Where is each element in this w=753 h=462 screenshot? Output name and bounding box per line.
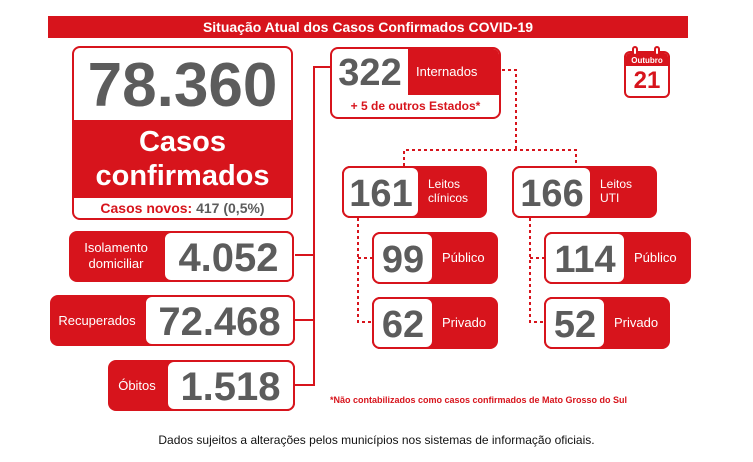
isolation-value: 4.052: [163, 231, 294, 282]
icu-beds-value: 166: [512, 166, 592, 218]
disclaimer: Dados sujeitos a alterações pelos municí…: [158, 433, 595, 447]
icu-label-line1: Leitos: [600, 177, 633, 191]
clinical-label-line1: Leitos: [428, 177, 461, 191]
other-states-note: + 5 de outros Estados*: [350, 99, 481, 113]
calendar-icon: Outubro 21: [624, 46, 670, 98]
confirmed-cases-card: 78.360 Casos confirmados Casos novos: 41…: [72, 46, 293, 220]
deaths-card: Óbitos 1.518: [108, 360, 295, 411]
calendar-ring-left: [632, 46, 638, 56]
new-cases-row: Casos novos: 417 (0,5%): [74, 198, 291, 218]
clinical-label-line2: clínicos: [428, 191, 469, 205]
icu-public-card: 114 Público: [544, 232, 691, 284]
hospitalized-card: 322 Internados + 5 de outros Estados*: [330, 47, 501, 119]
new-cases-value: 417 (0,5%): [196, 200, 265, 216]
clinical-public-value: 99: [372, 232, 434, 284]
new-cases-label: Casos novos:: [100, 200, 193, 216]
clinical-public-label: Público: [442, 250, 485, 265]
isolation-label: Isolamento domiciliar: [69, 240, 163, 272]
icu-beds-label: Leitos UTI: [600, 177, 632, 205]
clinical-private-label: Privado: [442, 315, 487, 330]
calendar-month: Outubro: [626, 53, 668, 66]
footnote: *Não contabilizados como casos confirmad…: [330, 395, 628, 405]
icu-public-value: 114: [544, 232, 626, 284]
icu-public-label: Público: [634, 250, 677, 265]
deaths-value: 1.518: [166, 360, 295, 411]
header-title: Situação Atual dos Casos Confirmados COV…: [202, 19, 534, 35]
hospitalized-value: 322: [338, 52, 402, 94]
clinical-beds-label: Leitos clínicos: [428, 177, 468, 205]
recovered-label: Recuperados: [58, 313, 136, 328]
confirmed-label-line2: confirmados: [95, 160, 270, 192]
clinical-beds-value: 161: [342, 166, 420, 218]
confirmed-cases-label: Casos confirmados: [74, 120, 291, 198]
deaths-label: Óbitos: [118, 378, 156, 393]
icu-private-card: 52 Privado: [544, 297, 670, 349]
icu-private-label: Privado: [614, 315, 659, 330]
confirmed-label-line1: Casos: [138, 126, 227, 158]
calendar-body: Outubro 21: [624, 51, 670, 98]
isolation-label-line2: domiciliar: [88, 256, 144, 271]
clinical-beds-card: 161 Leitos clínicos: [342, 166, 487, 218]
isolation-card: Isolamento domiciliar 4.052: [69, 231, 294, 282]
icu-private-value: 52: [544, 297, 606, 349]
clinical-private-value: 62: [372, 297, 434, 349]
clinical-private-card: 62 Privado: [372, 297, 498, 349]
recovered-card: Recuperados 72.468: [50, 295, 295, 346]
header-bar: Situação Atual dos Casos Confirmados COV…: [48, 16, 688, 38]
calendar-day: 21: [633, 67, 661, 94]
calendar-ring-right: [654, 46, 660, 56]
recovered-value: 72.468: [144, 295, 295, 346]
isolation-label-line1: Isolamento: [84, 240, 148, 255]
icu-beds-card: 166 Leitos UTI: [512, 166, 657, 218]
clinical-public-card: 99 Público: [372, 232, 498, 284]
confirmed-cases-value: 78.360: [87, 51, 278, 120]
hospitalized-label: Internados: [408, 49, 499, 95]
icu-label-line2: UTI: [600, 191, 620, 205]
